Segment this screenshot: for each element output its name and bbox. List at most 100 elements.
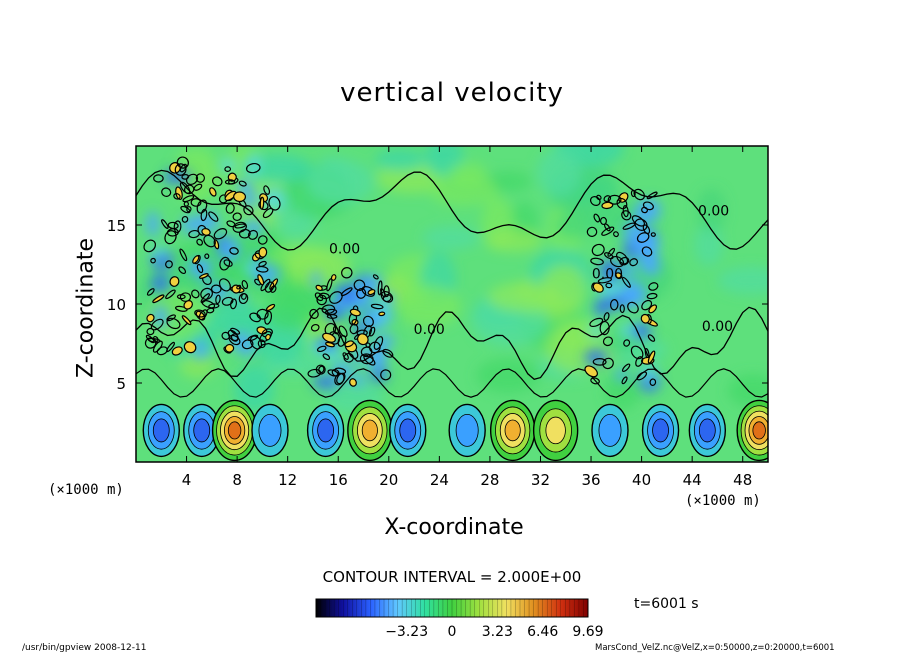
contour-loop bbox=[196, 263, 204, 274]
contour-loop bbox=[590, 377, 600, 385]
contour-label: 0.00 bbox=[702, 319, 733, 335]
field-blob bbox=[696, 188, 726, 233]
contour-loop bbox=[360, 346, 373, 358]
contour-loop bbox=[188, 229, 200, 239]
contour-loop bbox=[164, 230, 177, 245]
cell-downdraft bbox=[641, 403, 680, 458]
contour-loop bbox=[336, 372, 346, 385]
contour-loop bbox=[213, 228, 228, 240]
contour-loop bbox=[648, 304, 658, 314]
contour-loop bbox=[258, 246, 268, 258]
x-tick-label: 8 bbox=[232, 471, 242, 489]
y-tick-label: 10 bbox=[107, 296, 126, 314]
contour-loop bbox=[182, 195, 195, 203]
turbulent-patch bbox=[584, 349, 608, 366]
x-tick-label: 16 bbox=[329, 471, 348, 489]
contour-loop bbox=[584, 365, 598, 378]
contour-loop bbox=[592, 358, 607, 366]
contour-loop bbox=[315, 284, 323, 292]
turbulent-patch bbox=[310, 270, 322, 287]
turbulent-patch bbox=[626, 279, 637, 305]
contour-loop bbox=[234, 223, 246, 229]
contour-loop bbox=[181, 315, 192, 326]
contour-loop bbox=[607, 194, 622, 205]
contour-loop bbox=[338, 325, 348, 338]
contour-loop bbox=[591, 243, 605, 257]
contour-loop bbox=[195, 173, 205, 183]
contour-loop bbox=[603, 195, 612, 203]
x-tick-label: 24 bbox=[430, 471, 449, 489]
cell-downdraft bbox=[251, 403, 289, 458]
cell-downdraft bbox=[688, 403, 727, 458]
turbulent-patch bbox=[594, 298, 609, 317]
contour-loop bbox=[208, 211, 219, 222]
cell-downdraft bbox=[448, 403, 486, 458]
contour-loop bbox=[233, 191, 247, 203]
turbulent-region-2 bbox=[584, 198, 661, 393]
contour-loop bbox=[165, 289, 176, 300]
contour-loop bbox=[349, 308, 361, 317]
contour-loop bbox=[634, 218, 648, 231]
contour-loop bbox=[623, 339, 631, 347]
turbulent-patch bbox=[631, 322, 652, 339]
contour-loop bbox=[349, 323, 359, 335]
contour-loop bbox=[193, 183, 203, 191]
zero-contour-lower bbox=[136, 306, 768, 381]
footer-right: MarsCond_VelZ.nc@VelZ,x=0:50000,z=0:2000… bbox=[595, 643, 835, 653]
contour-loop bbox=[322, 353, 331, 361]
field-blob bbox=[180, 353, 215, 378]
contour-loop bbox=[318, 365, 325, 374]
contour-loop bbox=[264, 310, 273, 325]
contour-loop bbox=[621, 276, 631, 288]
contour-loop bbox=[221, 296, 234, 306]
contour-loop bbox=[232, 221, 247, 233]
contour-loop bbox=[363, 354, 376, 366]
contour-loop bbox=[326, 313, 338, 319]
turbulent-patch bbox=[325, 348, 342, 361]
contour-label: 0.00 bbox=[414, 322, 445, 338]
contour-loop bbox=[630, 189, 636, 198]
contour-loop bbox=[309, 308, 319, 319]
contour-loop bbox=[613, 231, 619, 238]
contour-loop bbox=[648, 282, 659, 291]
colorbar-tick-label: −3.23 bbox=[385, 624, 428, 640]
cell-ring bbox=[361, 419, 378, 442]
contour-loop bbox=[610, 299, 619, 311]
turbulent-patch bbox=[193, 338, 208, 360]
contour-loop bbox=[314, 292, 324, 302]
x-tick-label: 4 bbox=[182, 471, 192, 489]
cell-ring bbox=[193, 418, 211, 443]
turbulent-patch bbox=[242, 220, 262, 235]
turbulent-patch bbox=[586, 325, 604, 338]
contour-loop bbox=[270, 285, 277, 293]
turbulent-patch bbox=[642, 252, 661, 277]
contour-loop bbox=[382, 348, 394, 358]
x-unit-right: (×1000 m) bbox=[685, 493, 761, 509]
contour-loop bbox=[224, 190, 237, 201]
cell-ring bbox=[698, 418, 716, 443]
time-label: t=6001 s bbox=[634, 596, 699, 612]
footer-left: /usr/bin/gpview 2008-12-11 bbox=[22, 643, 147, 653]
turbulent-contours-1 bbox=[307, 267, 394, 387]
contour-loop bbox=[646, 292, 658, 300]
x-tick-label: 32 bbox=[531, 471, 550, 489]
contour-loop bbox=[210, 284, 222, 294]
contour-loop bbox=[322, 332, 336, 343]
contour-loop bbox=[179, 181, 191, 194]
contour-loop bbox=[238, 228, 251, 239]
y-tick-label: 15 bbox=[107, 217, 126, 235]
contour-loop bbox=[153, 174, 164, 183]
contour-loop bbox=[185, 173, 199, 186]
turbulent-patch bbox=[643, 362, 656, 383]
contour-loop bbox=[146, 313, 155, 323]
contour-loop bbox=[192, 255, 200, 264]
contour-loop bbox=[245, 162, 261, 174]
contour-label: 0.00 bbox=[592, 267, 623, 283]
turbulent-patch bbox=[146, 211, 160, 238]
contour-loop bbox=[586, 226, 598, 237]
field-blob bbox=[448, 162, 488, 187]
contour-loop bbox=[258, 260, 267, 267]
contour-loop bbox=[268, 195, 281, 211]
contour-loop bbox=[186, 206, 192, 213]
contour-loop bbox=[241, 293, 247, 300]
